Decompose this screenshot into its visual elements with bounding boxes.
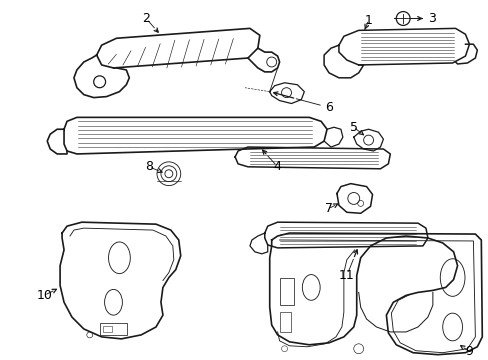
Text: 10: 10 xyxy=(36,289,52,302)
Bar xyxy=(102,326,112,332)
Text: 6: 6 xyxy=(325,101,332,114)
Text: 8: 8 xyxy=(145,160,153,173)
Text: 11: 11 xyxy=(338,269,354,282)
Text: 9: 9 xyxy=(465,345,472,358)
Text: 4: 4 xyxy=(273,160,281,173)
Bar xyxy=(279,278,294,305)
Text: 7: 7 xyxy=(325,202,332,215)
Bar xyxy=(100,323,127,335)
Text: 3: 3 xyxy=(427,12,435,25)
Bar xyxy=(279,312,291,332)
Text: 5: 5 xyxy=(349,121,357,134)
Text: 1: 1 xyxy=(364,14,372,27)
Text: 2: 2 xyxy=(142,12,150,25)
